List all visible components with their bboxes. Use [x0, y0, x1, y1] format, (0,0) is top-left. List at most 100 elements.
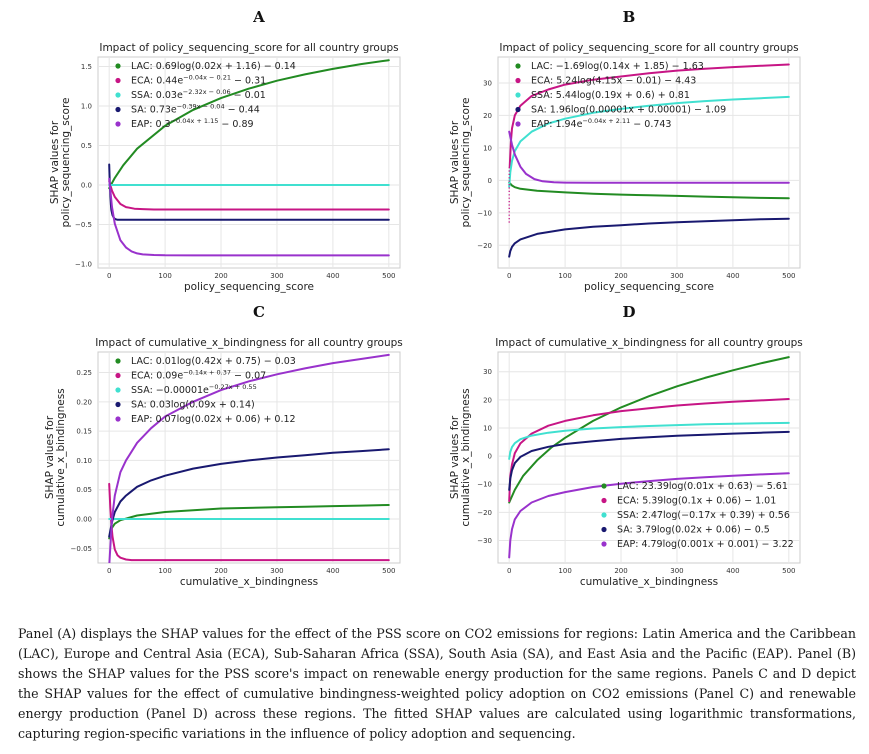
legend-marker-ssa [115, 92, 121, 98]
legend-label-eca: ECA: 0.09e−0.14x + 0.37 − 0.07 [131, 369, 266, 382]
series-line-eca [508, 63, 790, 169]
legend-label-eap: EAP: 0.3−0.04x + 1.15 − 0.89 [131, 117, 254, 130]
y-tick-label: 0.15 [76, 428, 92, 436]
x-tick-label: 200 [214, 567, 227, 575]
legend-label-lac: LAC: 23.39log(0.01x + 0.63) − 5.61 [617, 481, 788, 492]
series-line-eca [108, 180, 390, 211]
chart-title: Impact of cumulative_x_bindingness for a… [95, 337, 403, 349]
legend-marker-lac [515, 63, 521, 69]
y-tick-label: 10 [483, 424, 492, 432]
legend: LAC: 23.39log(0.01x + 0.63) − 5.61 ECA: 5… [601, 481, 794, 550]
x-tick-label: 300 [270, 567, 283, 575]
legend-marker-sa [115, 106, 121, 113]
chart-panel-c: C Impact of cumulative_x_bindingness for … [44, 303, 403, 588]
plot-area [497, 351, 801, 564]
legend-label-eap: EAP: 0.07log(0.02x + 0.06) + 0.12 [131, 414, 296, 425]
legend-marker-eap [115, 121, 121, 127]
legend-marker-eap [601, 541, 607, 547]
x-tick-label: 200 [614, 272, 627, 280]
y-tick-label: 30 [483, 79, 492, 87]
series-line-ssa [508, 421, 790, 460]
y-tick-label: −10 [477, 481, 492, 489]
y-tick-label: 0.00 [76, 516, 92, 524]
plot-area [97, 351, 401, 564]
y-tick-label: 20 [483, 112, 492, 120]
legend-label-sa: SA: 1.96log(0.00001x + 0.00001) − 1.09 [531, 105, 726, 116]
x-tick-label: 400 [726, 567, 739, 575]
chart-panel-a: A Impact of policy_sequencing_score for a… [49, 8, 401, 293]
y-tick-label: 0.25 [76, 369, 92, 377]
x-tick-label: 500 [382, 272, 395, 280]
x-tick-label: 300 [270, 272, 283, 280]
y-tick-label: −10 [477, 209, 492, 217]
legend-label-eca: ECA: 5.39log(0.1x + 0.06) − 1.01 [617, 496, 776, 507]
legend-marker-lac [601, 483, 607, 489]
y-tick-label: −20 [477, 509, 492, 517]
x-tick-label: 100 [558, 272, 571, 280]
x-axis-label: policy_sequencing_score [184, 281, 314, 293]
series-line-lac [108, 59, 390, 190]
y-tick-label: 0.05 [76, 486, 92, 494]
legend-marker-eap [115, 416, 121, 422]
y-tick-label: 1.5 [81, 63, 92, 71]
x-tick-label: 0 [507, 272, 511, 280]
panel-letter: A [252, 8, 265, 26]
x-axis-label: cumulative_x_bindingness [180, 576, 318, 588]
x-tick-label: 100 [158, 272, 171, 280]
x-tick-label: 200 [614, 567, 627, 575]
legend-label-sa: SA: 0.73e−0.39x − 0.04 − 0.44 [131, 103, 260, 116]
series-line-lac [508, 181, 790, 200]
x-axis-label: cumulative_x_bindingness [580, 576, 718, 588]
series-group [508, 356, 790, 559]
x-tick-label: 0 [107, 567, 111, 575]
plot-area [497, 56, 801, 269]
series-line-eap [108, 177, 390, 257]
plot-area [97, 56, 401, 269]
chart-title: Impact of policy_sequencing_score for al… [499, 42, 798, 54]
y-axis-label: SHAP values forpolicy_sequencing_score [449, 98, 472, 228]
x-tick-label: 300 [670, 272, 683, 280]
series-line-eap [508, 472, 790, 559]
series-line-eap [508, 130, 790, 184]
legend-marker-eca [115, 77, 121, 84]
legend-label-sa: SA: 0.03log(0.09x + 0.14) [131, 400, 255, 411]
series-line-ssa [508, 95, 790, 188]
panel-letter: C [253, 303, 265, 321]
y-tick-label: −20 [477, 242, 492, 250]
figure: A Impact of policy_sequencing_score for a… [44, 8, 803, 588]
x-tick-label: 200 [214, 272, 227, 280]
y-tick-label: 0.20 [76, 398, 92, 406]
series-line-sa [108, 448, 390, 538]
legend-label-lac: LAC: 0.69log(0.02x + 1.16) − 0.14 [131, 61, 296, 72]
x-tick-label: 400 [326, 272, 339, 280]
x-tick-label: 500 [782, 567, 795, 575]
legend-marker-sa [601, 526, 607, 533]
series-line-eap [108, 353, 390, 563]
x-tick-label: 100 [558, 567, 571, 575]
series-line-eca [508, 398, 790, 503]
y-tick-label: −0.5 [75, 221, 92, 229]
y-axis-label: SHAP values forcumulative_x_bindingness [449, 388, 472, 526]
legend-label-ssa: SSA: −0.00001e−0.27x + 0.55 [131, 383, 257, 396]
x-tick-label: 500 [782, 272, 795, 280]
legend-marker-eca [601, 497, 607, 504]
y-tick-label: 0 [488, 177, 492, 185]
chart-title: Impact of policy_sequencing_score for al… [99, 42, 398, 54]
y-tick-label: 20 [483, 396, 492, 404]
y-tick-label: 0.0 [81, 182, 92, 190]
legend-label-lac: LAC: −1.69log(0.14x + 1.85) − 1.63 [531, 61, 704, 72]
legend-label-eca: ECA: 0.44e−0.04x − 0.21 − 0.31 [131, 74, 266, 87]
y-axis-label: SHAP values forpolicy_sequencing_score [49, 98, 72, 228]
y-axis-label: SHAP values forcumulative_x_bindingness [44, 388, 67, 526]
series-group [108, 353, 390, 563]
legend-label-lac: LAC: 0.01log(0.42x + 0.75) − 0.03 [131, 356, 296, 367]
legend-label-ssa: SSA: 5.44log(0.19x + 0.6) + 0.81 [531, 90, 690, 101]
series-line-sa [508, 430, 790, 491]
series-group [108, 59, 390, 257]
x-tick-label: 300 [670, 567, 683, 575]
legend-label-sa: SA: 3.79log(0.02x + 0.06) − 0.5 [617, 525, 770, 536]
y-tick-label: 0.5 [81, 142, 92, 150]
series-line-sa [508, 217, 790, 258]
legend-marker-eca [515, 77, 521, 84]
legend-marker-lac [115, 63, 121, 69]
